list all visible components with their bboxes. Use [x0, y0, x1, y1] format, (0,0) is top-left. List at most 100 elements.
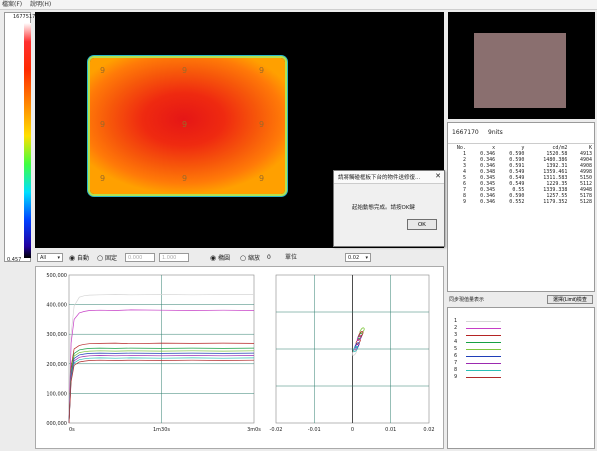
- close-icon[interactable]: ✕: [435, 172, 441, 180]
- radio-empty-icon: ○: [97, 254, 104, 262]
- scatter-point: [356, 334, 362, 341]
- measure-point-6[interactable]: 9: [259, 120, 265, 129]
- table-row[interactable]: 7 0.345 0.55 1339.338 4948: [448, 187, 594, 193]
- min-field[interactable]: 0.000: [125, 253, 155, 262]
- step-select-value: 0.02: [348, 255, 360, 261]
- legend-item: 9: [454, 374, 584, 382]
- line-chart-y-tick: 500,000: [46, 273, 67, 279]
- line-series: [68, 352, 255, 424]
- table-row[interactable]: 4 0.348 0.549 1359.461 4998: [448, 169, 594, 175]
- radio-fixed[interactable]: ○ 固定: [97, 254, 117, 263]
- legend-label: 7: [454, 360, 458, 366]
- measure-point-9[interactable]: 9: [259, 174, 265, 183]
- legend-swatch: [466, 377, 501, 378]
- table-header-b: 9nits: [488, 129, 503, 136]
- color-scale-bar: [24, 23, 31, 258]
- legend-item: 2: [454, 325, 584, 333]
- max-field[interactable]: 1.000: [159, 253, 189, 262]
- line-series: [68, 309, 255, 424]
- ok-button[interactable]: OK: [407, 219, 437, 230]
- measure-point-2[interactable]: 9: [182, 66, 188, 75]
- table-column-headers: No. x y cd/m2 K: [448, 145, 594, 151]
- measurement-table: No. x y cd/m2 K 1 0.346 0.590 1520.58 4913 2 0…: [448, 145, 594, 205]
- line-chart-x-tick: 1m30s: [153, 427, 170, 433]
- limit-check-button[interactable]: 選擇(Limit)檢查: [547, 295, 593, 304]
- menu-bar: 檔案(F) 說明(H): [0, 0, 597, 10]
- table-header: 1667170 9nits: [448, 123, 594, 144]
- scatter-x-tick: -0.01: [308, 427, 321, 433]
- table-cell: 4998: [579, 169, 592, 175]
- measure-point-3[interactable]: 9: [259, 66, 265, 75]
- table-cell: 5: [462, 175, 466, 181]
- table-row[interactable]: 9 0.346 0.552 1179.352 5128: [448, 199, 594, 205]
- legend-label: 3: [454, 332, 458, 338]
- series-select[interactable]: All ▾: [37, 253, 63, 262]
- table-row[interactable]: 1 0.346 0.590 1520.58 4913: [448, 151, 594, 157]
- table-cell: 1339.338: [543, 187, 568, 193]
- table-cell: 0.346: [480, 151, 496, 157]
- charts-area: 500,000 400,000 300,000 200,000 100,000 000,0…: [35, 266, 444, 449]
- table-row[interactable]: 2 0.346 0.590 1480.386 4904: [448, 157, 594, 163]
- table-row[interactable]: 5 0.345 0.549 1311.583 5150: [448, 175, 594, 181]
- line-chart-y-tick: 100,000: [46, 391, 67, 397]
- table-row[interactable]: 3 0.346 0.591 1392.31 4908: [448, 163, 594, 169]
- legend-label: 6: [454, 353, 458, 359]
- line-series: [68, 294, 254, 424]
- legend-item: 1: [454, 318, 584, 326]
- message-dialog: 請將觸碰框板下台的物件送修復... ✕ 起始動態完成。請按OK鍵 OK: [333, 170, 445, 247]
- table-row[interactable]: 8 0.346 0.590 1257.55 5178: [448, 193, 594, 199]
- table-cell: 1311.583: [543, 175, 568, 181]
- line-series: [68, 355, 255, 424]
- table-cell: 5178: [579, 193, 592, 199]
- table-cell: 5112: [579, 181, 592, 187]
- scatter-x-tick: 0.02: [423, 427, 434, 433]
- measure-point-5[interactable]: 9: [182, 120, 188, 129]
- scatter-x-tick: 0.01: [385, 427, 396, 433]
- scatter-point: [358, 331, 364, 338]
- legend-label: 1: [454, 318, 458, 324]
- table-header-a: 1667170: [452, 129, 479, 136]
- legend-swatch: [466, 363, 501, 364]
- sync-stats-checkbox[interactable]: 同步現值量表示: [449, 297, 485, 303]
- radio-ellipse[interactable]: ◉ 橢圓: [210, 254, 230, 263]
- measure-point-1[interactable]: 9: [100, 66, 106, 75]
- menu-file[interactable]: 檔案(F): [2, 1, 23, 8]
- scatter-x-tick: -0.02: [270, 427, 283, 433]
- col-y: y: [521, 145, 525, 151]
- col-cct: K: [588, 145, 592, 151]
- measure-point-4[interactable]: 9: [100, 120, 106, 129]
- scatter-x-tick: 0: [351, 427, 354, 433]
- radio-auto[interactable]: ◉ 自動: [69, 254, 89, 263]
- line-series: [68, 357, 255, 424]
- table-cell: 0.346: [480, 193, 496, 199]
- legend-label: 5: [454, 346, 458, 352]
- legend-swatch: [466, 356, 501, 357]
- measurement-table-panel: 1667170 9nits No. x y cd/m2 K 1 0.346 0.59…: [447, 122, 595, 292]
- line-series: [68, 350, 255, 424]
- step-select[interactable]: 0.02 ▾: [345, 253, 371, 262]
- camera-image: [474, 33, 566, 108]
- menu-help[interactable]: 說明(H): [30, 1, 52, 8]
- luminance-map-view[interactable]: 9 9 9 9 9 9 9 9 9: [35, 12, 444, 248]
- measure-point-7[interactable]: 9: [100, 174, 106, 183]
- legend-label: 9: [454, 374, 458, 380]
- scale-min-label: 0.457: [7, 257, 22, 263]
- table-cell: 0.345: [480, 175, 496, 181]
- scale-max-label: 1677517: [13, 14, 36, 20]
- charts-svg: 500,000 400,000 300,000 200,000 100,000 000,0…: [46, 273, 434, 433]
- table-cell: 1: [462, 151, 466, 157]
- table-cell: 9: [462, 199, 466, 205]
- legend-item: 7: [454, 360, 584, 368]
- table-cell: 0.590: [509, 151, 525, 157]
- measure-point-8[interactable]: 9: [182, 174, 188, 183]
- color-scale: 1677517 0.457: [4, 12, 35, 263]
- radio-zoom[interactable]: ○ 縮放: [240, 254, 260, 263]
- table-cell: 0.346: [480, 157, 496, 163]
- table-row[interactable]: 6 0.345 0.549 1229.35 5112: [448, 181, 594, 187]
- line-chart-x-tick: 0s: [69, 427, 75, 433]
- line-series: [68, 342, 255, 424]
- camera-preview: [448, 12, 595, 119]
- legend-swatch: [466, 342, 501, 343]
- line-series: [68, 347, 255, 424]
